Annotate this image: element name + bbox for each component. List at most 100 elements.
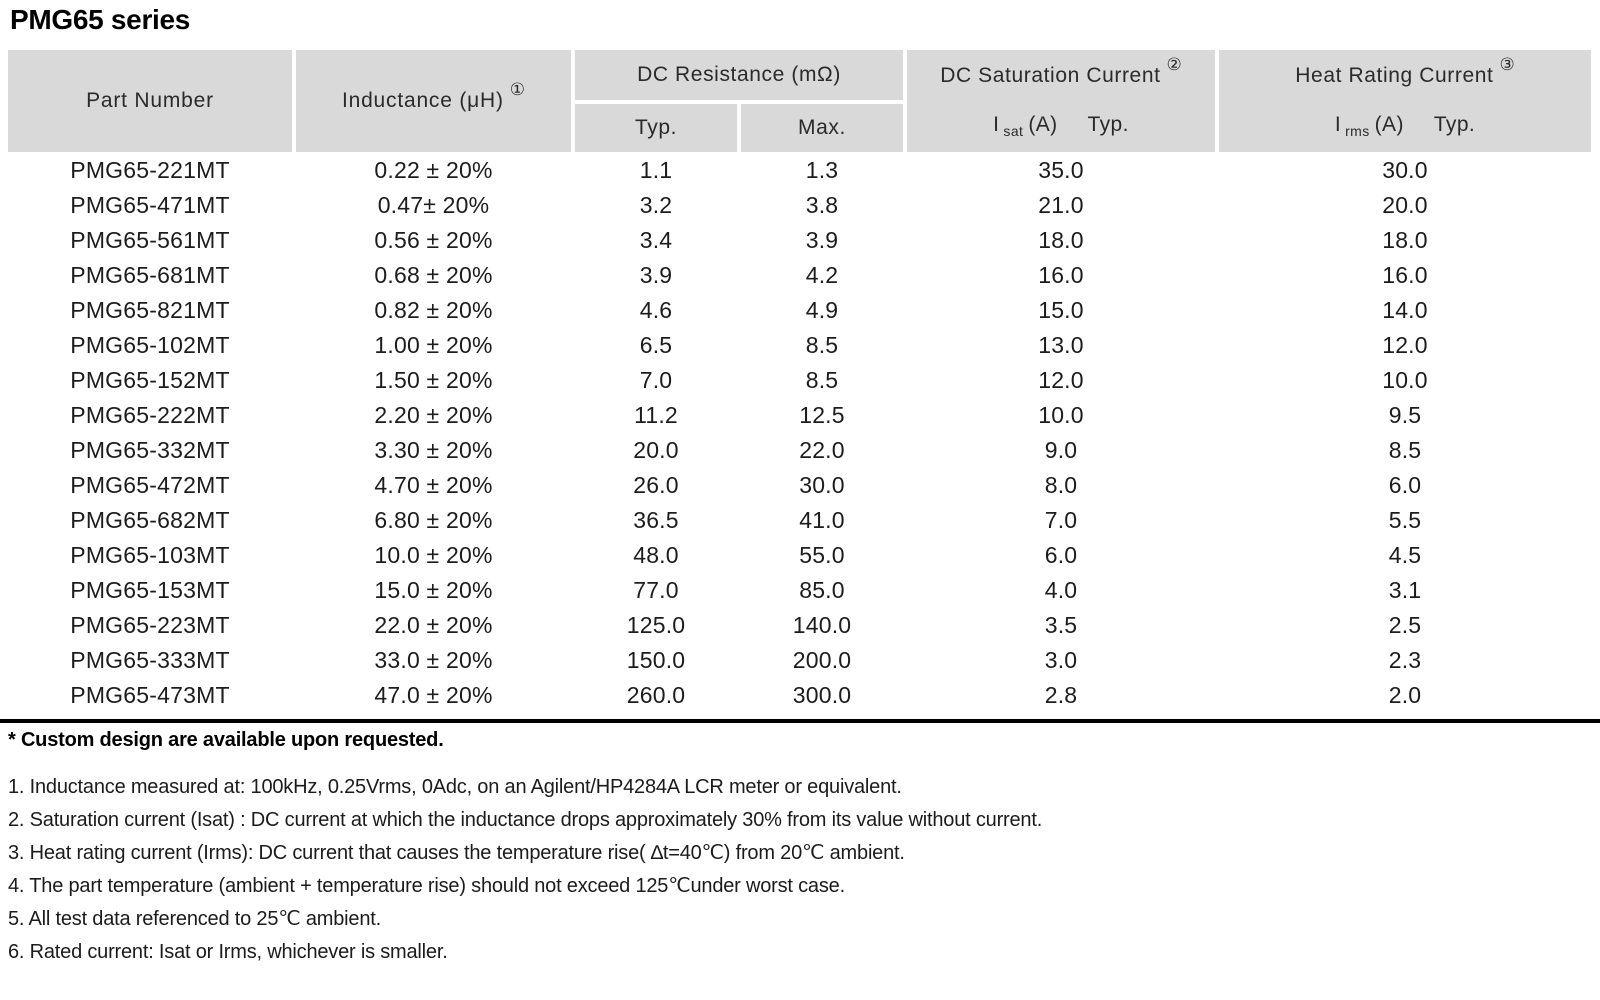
footnote-item: 6. Rated current: Isat or Irms, whicheve…	[8, 941, 448, 963]
dcr-max-cell: 30.0	[799, 472, 845, 498]
inductance-cell: 0.68 ± 20%	[374, 262, 493, 288]
isat-cell: 3.5	[1044, 612, 1078, 638]
table-row: PMG65-332MT 3.30 ± 20% 20.0 22.0 9.0 8.5	[8, 433, 1591, 468]
part-number-cell: PMG65-221MT	[70, 157, 230, 183]
irms-cell: 18.0	[1382, 227, 1428, 253]
col-header-heat-rating-current: Heat Rating Current ③ I rms (A) Typ.	[1219, 50, 1591, 152]
dcr-max-cell: 41.0	[799, 507, 845, 533]
isat-cell: 16.0	[1038, 262, 1084, 288]
col-header-inductance: Inductance (μH) ①	[296, 50, 571, 152]
dcr-max-cell: 55.0	[799, 542, 845, 568]
dcr-typ-cell: 36.5	[633, 507, 679, 533]
part-number-cell: PMG65-821MT	[70, 297, 230, 323]
isat-cell: 8.0	[1044, 472, 1078, 498]
irms-cell: 2.3	[1388, 647, 1422, 673]
part-number-cell: PMG65-333MT	[70, 647, 230, 673]
custom-design-note: * Custom design are available upon reque…	[8, 729, 444, 751]
dcr-typ-cell: 7.0	[639, 367, 673, 393]
part-number-cell: PMG65-561MT	[70, 227, 230, 253]
inductance-cell: 0.82 ± 20%	[374, 297, 493, 323]
part-number-cell: PMG65-682MT	[70, 507, 230, 533]
part-number-cell: PMG65-473MT	[70, 682, 230, 708]
dcr-typ-cell: 3.9	[639, 262, 673, 288]
dcr-typ-cell: 150.0	[626, 647, 686, 673]
table-row: PMG65-152MT 1.50 ± 20% 7.0 8.5 12.0 10.0	[8, 363, 1591, 398]
part-number-cell: PMG65-153MT	[70, 577, 230, 603]
inductance-label: Inductance (μH)	[341, 89, 504, 112]
table-row: PMG65-561MT 0.56 ± 20% 3.4 3.9 18.0 18.0	[8, 223, 1591, 258]
irms-cell: 30.0	[1382, 157, 1428, 183]
col-header-part-number: Part Number	[8, 50, 292, 152]
part-number-label: Part Number	[86, 89, 214, 112]
inductance-cell: 6.80 ± 20%	[374, 507, 493, 533]
col-header-dcr-max: Max.	[741, 104, 903, 152]
part-number-cell: PMG65-222MT	[70, 402, 230, 428]
dcr-max-cell: 4.2	[805, 262, 839, 288]
dcr-max-cell: 200.0	[792, 647, 852, 673]
isat-cell: 7.0	[1044, 507, 1078, 533]
irms-cell: 16.0	[1382, 262, 1428, 288]
dcr-typ-cell: 6.5	[639, 332, 673, 358]
table-row: PMG65-681MT 0.68 ± 20% 3.9 4.2 16.0 16.0	[8, 258, 1591, 293]
dcr-max-cell: 3.8	[805, 192, 839, 218]
irms-cell: 2.5	[1388, 612, 1422, 638]
dcr-max-cell: 85.0	[799, 577, 845, 603]
inductance-cell: 0.22 ± 20%	[374, 157, 493, 183]
dcr-max-cell: 300.0	[792, 682, 852, 708]
footnote-item: 2. Saturation current (Isat) : DC curren…	[8, 809, 1043, 831]
isat-cell: 12.0	[1038, 367, 1084, 393]
table-body: PMG65-221MT 0.22 ± 20% 1.1 1.3 35.0 30.0 PMG65…	[8, 153, 1591, 713]
isat-cell: 15.0	[1038, 297, 1084, 323]
table-row: PMG65-102MT 1.00 ± 20% 6.5 8.5 13.0 12.0	[8, 328, 1591, 363]
dcr-typ-cell: 20.0	[633, 437, 679, 463]
dcr-typ-cell: 77.0	[633, 577, 679, 603]
footnotes: 1. Inductance measured at: 100kHz, 0.25V…	[8, 771, 1508, 969]
dcr-max-cell: 8.5	[805, 332, 839, 358]
isat-cell: 35.0	[1038, 157, 1084, 183]
irms-cell: 12.0	[1382, 332, 1428, 358]
table-row: PMG65-821MT 0.82 ± 20% 4.6 4.9 15.0 14.0	[8, 293, 1591, 328]
table-row: PMG65-153MT 15.0 ± 20% 77.0 85.0 4.0 3.1	[8, 573, 1591, 608]
col-header-saturation-current: DC Saturation Current ② I sat (A) Typ.	[907, 50, 1215, 152]
dcr-typ-cell: 260.0	[626, 682, 686, 708]
dcr-max-cell: 3.9	[805, 227, 839, 253]
dcr-typ-cell: 3.4	[639, 227, 673, 253]
irms-cell: 8.5	[1388, 437, 1422, 463]
inductance-cell: 0.56 ± 20%	[374, 227, 493, 253]
table-row: PMG65-471MT 0.47± 20% 3.2 3.8 21.0 20.0	[8, 188, 1591, 223]
irms-cell: 6.0	[1388, 472, 1422, 498]
irms-cell: 2.0	[1388, 682, 1422, 708]
dcr-max-cell: 22.0	[799, 437, 845, 463]
page-title: PMG65 series	[10, 4, 191, 35]
inductance-cell: 4.70 ± 20%	[374, 472, 493, 498]
footnote-item: 4. The part temperature (ambient + tempe…	[8, 875, 845, 897]
inductance-cell: 1.50 ± 20%	[374, 367, 493, 393]
irms-cell: 9.5	[1388, 402, 1422, 428]
part-number-cell: PMG65-152MT	[70, 367, 230, 393]
isat-cell: 6.0	[1044, 542, 1078, 568]
isat-cell: 9.0	[1044, 437, 1078, 463]
footnote-item: 1. Inductance measured at: 100kHz, 0.25V…	[8, 776, 902, 798]
irms-cell: 3.1	[1388, 577, 1422, 603]
col-header-dcr-typ: Typ.	[575, 104, 737, 152]
irms-cell: 10.0	[1382, 367, 1428, 393]
inductance-cell: 22.0 ± 20%	[374, 612, 493, 638]
dcr-typ-cell: 3.2	[639, 192, 673, 218]
table-row: PMG65-222MT 2.20 ± 20% 11.2 12.5 10.0 9.5	[8, 398, 1591, 433]
isat-cell: 18.0	[1038, 227, 1084, 253]
inductance-cell: 15.0 ± 20%	[374, 577, 493, 603]
isat-cell: 21.0	[1038, 192, 1084, 218]
inductance-cell: 47.0 ± 20%	[374, 682, 493, 708]
isat-cell: 10.0	[1038, 402, 1084, 428]
dcr-max-cell: 4.9	[805, 297, 839, 323]
dcr-typ-cell: 48.0	[633, 542, 679, 568]
part-number-cell: PMG65-681MT	[70, 262, 230, 288]
inductance-cell: 2.20 ± 20%	[374, 402, 493, 428]
inductance-cell: 1.00 ± 20%	[374, 332, 493, 358]
dcr-typ-cell: 125.0	[626, 612, 686, 638]
footnote-ref-2: ②	[1166, 55, 1182, 74]
table-row: PMG65-682MT 6.80 ± 20% 36.5 41.0 7.0 5.5	[8, 503, 1591, 538]
table-row: PMG65-472MT 4.70 ± 20% 26.0 30.0 8.0 6.0	[8, 468, 1591, 503]
part-number-cell: PMG65-102MT	[70, 332, 230, 358]
table-row: PMG65-221MT 0.22 ± 20% 1.1 1.3 35.0 30.0	[8, 153, 1591, 188]
